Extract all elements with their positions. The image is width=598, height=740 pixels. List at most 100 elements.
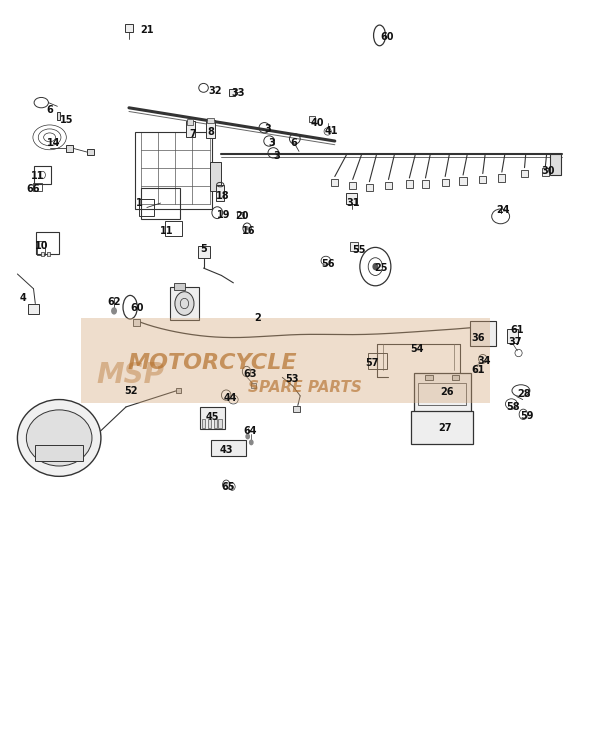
Text: 37: 37 <box>508 337 521 347</box>
Text: 20: 20 <box>236 212 249 221</box>
Text: 19: 19 <box>217 210 231 220</box>
Text: 36: 36 <box>471 332 485 343</box>
Bar <box>366 184 373 191</box>
Circle shape <box>175 292 194 315</box>
Circle shape <box>249 440 254 445</box>
Bar <box>331 178 338 186</box>
Bar <box>218 419 222 428</box>
Text: 41: 41 <box>325 126 338 135</box>
Text: 56: 56 <box>321 259 334 269</box>
Bar <box>187 119 193 125</box>
Bar <box>141 187 180 218</box>
Text: MSP: MSP <box>97 361 165 389</box>
Text: 52: 52 <box>124 386 138 396</box>
Text: 61: 61 <box>510 325 523 335</box>
Bar <box>34 166 51 184</box>
Text: 5: 5 <box>200 244 207 254</box>
Bar <box>550 155 561 175</box>
Text: 21: 21 <box>140 25 154 36</box>
Text: 3: 3 <box>264 124 271 134</box>
Ellipse shape <box>17 400 101 477</box>
Bar <box>126 24 133 32</box>
Bar <box>498 174 505 181</box>
Text: 65: 65 <box>222 482 236 491</box>
Bar <box>350 242 358 251</box>
Bar <box>406 180 413 187</box>
Bar <box>186 121 194 138</box>
Bar <box>207 118 214 123</box>
Bar <box>459 177 466 184</box>
Text: 64: 64 <box>243 425 257 436</box>
Text: 34: 34 <box>477 356 491 366</box>
Bar <box>419 383 466 405</box>
Bar <box>368 353 388 369</box>
Bar <box>346 193 357 204</box>
Bar <box>197 246 209 258</box>
Text: 58: 58 <box>506 402 520 412</box>
Bar <box>521 170 528 177</box>
Bar <box>175 388 181 393</box>
Bar <box>135 132 212 209</box>
Text: 15: 15 <box>60 115 73 125</box>
Bar <box>174 283 185 290</box>
Bar <box>213 419 217 428</box>
Bar <box>166 221 182 235</box>
Ellipse shape <box>26 410 92 466</box>
Text: 3: 3 <box>273 151 280 161</box>
Bar <box>133 320 141 326</box>
Bar <box>422 180 429 187</box>
Bar <box>487 323 495 329</box>
Text: 61: 61 <box>471 365 485 375</box>
Text: 24: 24 <box>496 206 509 215</box>
Bar <box>349 181 356 189</box>
Text: 25: 25 <box>374 263 388 273</box>
Text: 2: 2 <box>254 313 261 323</box>
Text: 6: 6 <box>291 138 298 147</box>
Bar <box>414 373 471 414</box>
Text: 16: 16 <box>242 226 255 236</box>
Text: 32: 32 <box>209 86 222 95</box>
Text: 60: 60 <box>380 32 394 42</box>
Text: 6: 6 <box>46 105 53 115</box>
Bar <box>35 445 83 461</box>
Text: 30: 30 <box>542 166 555 175</box>
Text: 53: 53 <box>285 374 298 384</box>
Bar <box>28 303 39 314</box>
Text: 54: 54 <box>410 344 424 354</box>
Bar <box>170 287 199 320</box>
Bar <box>385 181 392 189</box>
Bar <box>200 407 225 429</box>
Text: 10: 10 <box>35 241 48 251</box>
Circle shape <box>245 226 249 230</box>
Bar <box>87 149 94 155</box>
Text: 63: 63 <box>243 369 257 379</box>
Text: 3: 3 <box>269 138 276 147</box>
Text: 40: 40 <box>310 118 324 127</box>
Ellipse shape <box>111 307 117 314</box>
Text: 1: 1 <box>136 198 142 208</box>
Bar <box>47 252 50 256</box>
Bar <box>41 252 44 256</box>
Text: 57: 57 <box>365 357 379 368</box>
Bar <box>36 232 59 254</box>
Bar <box>57 112 60 120</box>
Text: 14: 14 <box>47 138 60 147</box>
Bar <box>237 212 244 218</box>
Text: 44: 44 <box>224 393 237 403</box>
Circle shape <box>231 485 233 488</box>
Circle shape <box>225 483 227 486</box>
Text: 33: 33 <box>231 88 245 98</box>
Bar <box>81 318 490 403</box>
Bar <box>479 175 486 183</box>
Bar <box>251 383 256 388</box>
Text: 4: 4 <box>20 292 27 303</box>
Bar <box>426 374 432 380</box>
Text: 31: 31 <box>346 198 359 208</box>
Text: 62: 62 <box>107 297 121 307</box>
Text: 66: 66 <box>27 184 40 194</box>
Text: 11: 11 <box>160 226 173 236</box>
Bar <box>139 199 154 215</box>
Text: 43: 43 <box>219 445 233 455</box>
Bar <box>66 145 74 152</box>
Bar <box>210 440 246 457</box>
